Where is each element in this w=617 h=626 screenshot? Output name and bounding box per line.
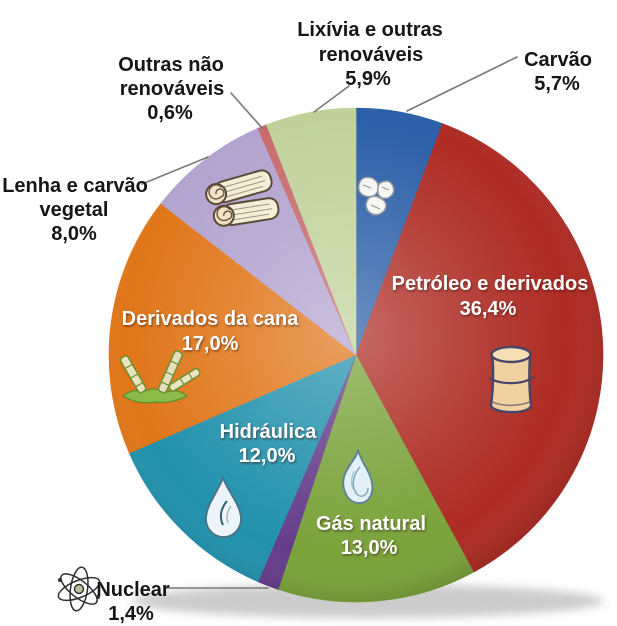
- coal-icon: [357, 176, 395, 216]
- label-outras-line1: Outras não: [118, 54, 224, 76]
- label-nuclear-pct: 1,4%: [108, 603, 154, 625]
- sugarcane-icon: [119, 350, 201, 404]
- logs-icon: [205, 169, 280, 227]
- label-lenha-line1: Lenha e carvão: [2, 175, 148, 197]
- atom-icon: [57, 566, 101, 612]
- leader-line-outras-nao-renovaveis: [230, 92, 264, 130]
- label-carvao-pct: 5,7%: [534, 73, 580, 95]
- label-hidraulica-pct: 12,0%: [239, 445, 296, 467]
- oil-barrel-icon: [488, 345, 535, 414]
- label-petroleo-pct: 36,4%: [460, 298, 517, 320]
- label-gas-natural: Gás natural: [316, 513, 426, 535]
- label-carvao: Carvão: [524, 49, 592, 71]
- slice-labels-outside: Lixívia e outras renováveis 5,9% Carvão …: [2, 19, 592, 625]
- leader-line-lenha: [141, 156, 209, 185]
- label-derivados-cana: Derivados da cana: [122, 308, 300, 330]
- water-drop-icon: [205, 477, 242, 538]
- leader-line-carvao: [406, 56, 518, 112]
- label-outras-line2: renováveis: [120, 78, 225, 100]
- leader-line-lixivia: [313, 85, 350, 113]
- label-lenha-pct: 8,0%: [51, 223, 97, 245]
- label-nuclear: Nuclear: [96, 579, 170, 601]
- slice-icons: [57, 169, 535, 612]
- slice-labels-inside: Petróleo e derivados 36,4% Gás natural 1…: [122, 273, 589, 559]
- gas-flame-icon: [342, 449, 374, 504]
- label-outras-pct: 0,6%: [147, 102, 193, 124]
- label-gas-natural-pct: 13,0%: [341, 537, 398, 559]
- label-petroleo: Petróleo e derivados: [392, 273, 589, 295]
- label-hidraulica: Hidráulica: [220, 421, 318, 443]
- label-lixivia-line1: Lixívia e outras: [297, 19, 443, 41]
- label-lixivia-pct: 5,9%: [345, 68, 391, 90]
- label-lixivia-line2: renováveis: [319, 44, 424, 66]
- label-lenha-line2: vegetal: [40, 199, 109, 221]
- leader-lines: [141, 56, 518, 589]
- label-derivados-cana-pct: 17,0%: [182, 333, 239, 355]
